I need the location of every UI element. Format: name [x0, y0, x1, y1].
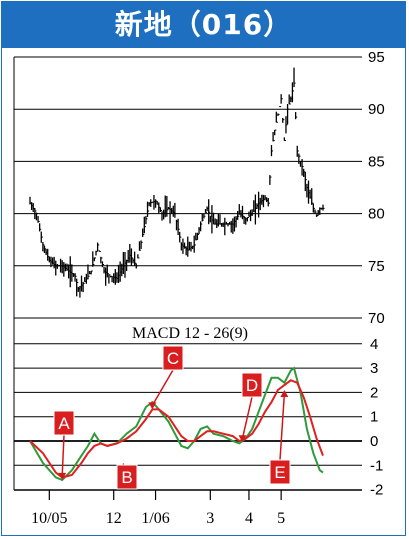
price-tick-label: 80 — [368, 206, 385, 223]
marker-box-d — [241, 372, 263, 398]
macd-title: MACD 12 - 26(9) — [132, 325, 248, 342]
marker-label: D — [246, 376, 258, 395]
marker-arrow-line — [241, 396, 253, 439]
marker-label: A — [58, 414, 70, 433]
x-tick-label: 1/06 — [141, 510, 169, 527]
title-bar: 新地（016） — [1, 1, 406, 48]
macd-tick-label: 2 — [370, 384, 378, 401]
macd-tick-label: 4 — [370, 336, 378, 353]
marker-arrow-head — [238, 435, 247, 443]
x-tick-label: 5 — [277, 510, 285, 527]
macd-tick-label: -1 — [370, 457, 383, 474]
signal-line — [29, 379, 324, 479]
macd-tick-labels: 4 3 2 1 0 -1 -2 — [370, 336, 383, 499]
price-tick-label: 85 — [368, 153, 385, 170]
macd-tick-label: 3 — [370, 360, 378, 377]
marker-label: B — [121, 468, 132, 487]
x-tick-label: 12 — [106, 510, 122, 527]
macd-tick-label: -2 — [370, 482, 383, 499]
marker-arrow-line — [279, 393, 286, 461]
price-tick-labels: 70 75 80 85 90 95 — [368, 49, 385, 327]
macd-lines — [29, 366, 324, 482]
x-tick-label: 3 — [206, 510, 214, 527]
marker-box-b — [116, 464, 138, 490]
marker-box-e — [269, 459, 291, 485]
macd-tick-label: 1 — [370, 409, 378, 426]
price-tick-label: 90 — [368, 101, 385, 118]
marker-arrow-head — [58, 472, 67, 480]
marker-label: C — [167, 349, 179, 368]
price-tick-label: 95 — [368, 49, 385, 66]
marker-box-c — [162, 345, 184, 371]
marker-arrow-line — [61, 434, 65, 476]
price-bars — [29, 67, 325, 298]
x-axis: 10/05 12 1/06 3 4 5 — [31, 490, 285, 527]
price-tick-label: 75 — [368, 258, 385, 275]
macd-tick-label: 0 — [370, 433, 378, 450]
signal-markers: A B C D E — [53, 345, 291, 490]
macd-grid — [13, 318, 362, 491]
marker-label: E — [274, 463, 285, 482]
marker-arrow-head — [280, 389, 289, 397]
marker-box-a — [53, 410, 75, 436]
chart-title: 新地（016） — [114, 8, 293, 41]
x-tick-label: 10/05 — [31, 510, 67, 527]
marker-arrow-head — [148, 402, 157, 410]
marker-arrow-line — [151, 369, 174, 406]
price-grid — [13, 56, 362, 319]
x-tick-label: 4 — [245, 510, 253, 527]
price-tick-label: 70 — [368, 310, 385, 327]
